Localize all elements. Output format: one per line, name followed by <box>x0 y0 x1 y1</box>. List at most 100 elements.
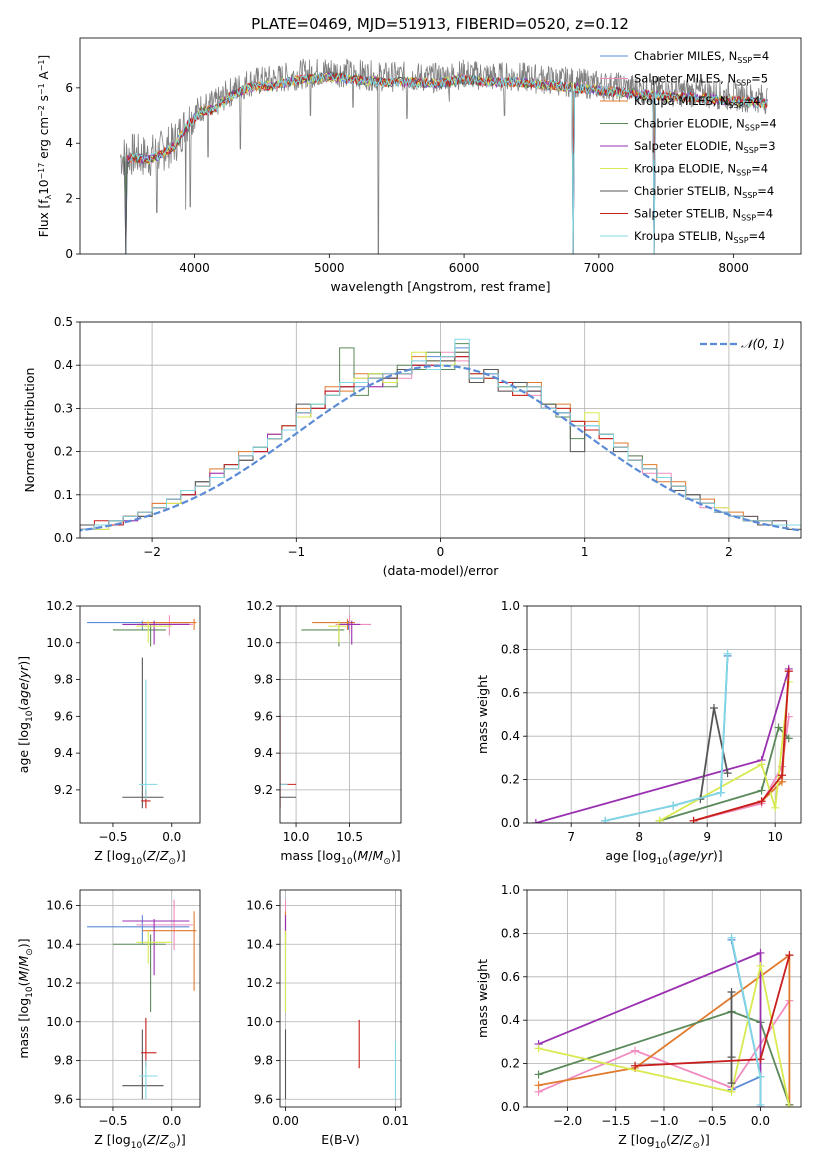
figure-title: PLATE=0469, MJD=51913, FIBERID=0520, z=0… <box>251 15 629 33</box>
panel-mass_vs_Z: −0.5 0.0 9.6 9.8 10.0 10.2 10.4 10.6 Z [log10(Z/… <box>16 889 201 1151</box>
legend-label: Salpeter ELODIE, NSSP=3 <box>634 139 776 155</box>
series-salpeter-elodie <box>538 951 762 1107</box>
model-spectrum-kroupa-stelib <box>129 72 768 254</box>
series-kroupa-miles <box>538 953 791 1105</box>
spectrum-legend: Chabrier MILES, NSSP=4 Salpeter MILES, NS… <box>600 49 777 245</box>
axes-frame <box>526 889 802 1108</box>
series-kroupa-stelib <box>605 653 729 822</box>
x-tick-label: 0.00 <box>272 1114 299 1128</box>
series-kroupa-elodie-marker <box>771 803 780 812</box>
panel-mass_vs_EBV: 0.00 0.01 9.6 9.8 10.0 10.2 10.4 10.6 E(B-V) <box>246 889 409 1147</box>
y-tick-label: 10.2 <box>46 976 73 990</box>
series-chabrier-stelib-marker <box>727 1079 736 1088</box>
normal-curve <box>80 364 801 532</box>
y-tick-label: 9.8 <box>54 1054 73 1068</box>
y-tick-label: 10.6 <box>46 899 73 913</box>
plot-area <box>87 899 197 1100</box>
y-axis-label: mass [log10(M/M⊙)] <box>16 938 35 1058</box>
x-tick-label: 2 <box>725 545 733 559</box>
axes-frame <box>279 889 402 1108</box>
x-tick-label: 10.0 <box>283 830 310 844</box>
plot-area <box>80 338 801 532</box>
plot-area <box>87 615 197 809</box>
y-tick-label: 10.0 <box>46 1015 73 1029</box>
legend-label: Salpeter STELIB, NSSP=4 <box>634 207 773 223</box>
y-tick-label: 0.3 <box>54 401 73 415</box>
series-salpeter-stelib-marker <box>756 1055 765 1064</box>
y-tick-label: 10.4 <box>246 937 273 951</box>
y-tick-label: 10.2 <box>46 599 73 613</box>
series-kroupa-stelib-marker <box>716 788 725 797</box>
panel-spectrum: 4000 5000 6000 7000 8000 0 2 4 6 Chabrier MILES, … <box>37 37 802 294</box>
x-tick-label: −1.5 <box>601 1114 630 1128</box>
series-kroupa-stelib-marker <box>756 1100 765 1107</box>
series-chabrier-elodie-marker <box>774 723 783 732</box>
plot-area <box>120 58 768 254</box>
y-tick-label: 1.0 <box>501 883 520 897</box>
axes-frame <box>279 605 402 824</box>
y-axis-label: Normed distribution <box>22 368 37 493</box>
legend-label: Kroupa MILES, NSSP=4 <box>634 94 760 110</box>
series-chabrier-elodie-marker <box>784 734 793 743</box>
x-tick-label: 0.0 <box>751 1114 770 1128</box>
y-tick-label: 9.8 <box>54 673 73 687</box>
y-tick-label: 0.0 <box>501 1100 520 1114</box>
y-tick-label: 0.2 <box>501 1057 520 1071</box>
x-axis-label: E(B-V) <box>321 1132 360 1147</box>
x-tick-label: 8 <box>635 830 643 844</box>
legend-label: Chabrier STELIB, NSSP=4 <box>634 184 774 200</box>
y-tick-label: 9.8 <box>254 1054 273 1068</box>
x-tick-label: 9 <box>703 830 711 844</box>
observed-spectrum <box>120 58 768 254</box>
x-axis-label: mass [log10(M/M⊙)] <box>280 848 400 867</box>
y-tick-label: 9.8 <box>254 673 273 687</box>
legend-label: 𝒩(0, 1) <box>741 337 785 351</box>
panel-age_vs_Z: −0.5 0.0 9.2 9.4 9.6 9.8 10.0 10.2 Z [log10(Z/Z⊙… <box>16 599 201 867</box>
x-tick-label: 10.5 <box>336 830 363 844</box>
x-tick-label: −2 <box>143 545 161 559</box>
panel-massweight_vs_Z: −2.0 −1.5 −1.0 −0.5 0.0 0.0 0.2 0.4 0.6 0.8 1.0 mas… <box>475 883 802 1151</box>
x-tick-label: 10 <box>768 830 783 844</box>
series-kroupa-miles-marker <box>534 1081 543 1090</box>
series-chabrier-stelib-marker <box>727 987 736 996</box>
series-salpeter-stelib-marker <box>757 797 766 806</box>
x-tick-label: 1 <box>581 545 589 559</box>
series-chabrier-stelib-marker <box>723 769 732 778</box>
panel-residual_histogram: −2 −1 0 1 2 0.0 0.1 0.2 0.3 0.4 0.5 𝒩(0, 1) (data-mo… <box>22 315 802 578</box>
axes-frame <box>79 605 201 824</box>
x-tick-label: −2.0 <box>553 1114 582 1128</box>
y-tick-label: 9.2 <box>54 783 73 797</box>
legend-label: Salpeter MILES, NSSP=5 <box>634 72 768 88</box>
y-tick-label: 0.6 <box>501 686 520 700</box>
x-axis-label: Z [log10(Z/Z⊙)] <box>94 848 186 867</box>
y-tick-label: 0.4 <box>501 1013 520 1027</box>
series-kroupa-stelib-marker <box>756 1072 765 1081</box>
hist-kroupa-stelib <box>80 338 801 530</box>
axes-frame <box>79 321 802 539</box>
series-salpeter-elodie-marker <box>531 819 540 823</box>
y-tick-label: 0.0 <box>54 531 73 545</box>
y-tick-label: 9.6 <box>254 1092 273 1106</box>
x-tick-label: 7 <box>567 830 575 844</box>
series-kroupa-elodie <box>538 965 791 1107</box>
x-tick-label: 6000 <box>449 261 480 275</box>
y-tick-label: 0.4 <box>501 729 520 743</box>
x-tick-label: 8000 <box>718 261 749 275</box>
y-tick-label: 9.6 <box>254 709 273 723</box>
y-tick-label: 0.8 <box>501 926 520 940</box>
y-tick-label: 9.4 <box>254 746 273 760</box>
plot-area <box>284 899 397 1100</box>
y-tick-label: 10.0 <box>46 636 73 650</box>
y-tick-label: 10.6 <box>246 899 273 913</box>
series-kroupa-elodie-marker <box>655 816 664 823</box>
x-tick-label: 5000 <box>314 261 345 275</box>
x-tick-label: 0.0 <box>162 830 181 844</box>
panel-massweight_vs_age: 7 8 9 10 0.0 0.2 0.4 0.6 0.8 1.0 mass weight age [l… <box>475 599 802 867</box>
series-chabrier-elodie-marker <box>534 1070 543 1079</box>
y-tick-label: 10.0 <box>246 636 273 650</box>
x-tick-label: 0.01 <box>382 1114 409 1128</box>
y-tick-label: 0.5 <box>54 315 73 329</box>
plot-area <box>531 649 793 823</box>
plot-area <box>280 615 372 809</box>
